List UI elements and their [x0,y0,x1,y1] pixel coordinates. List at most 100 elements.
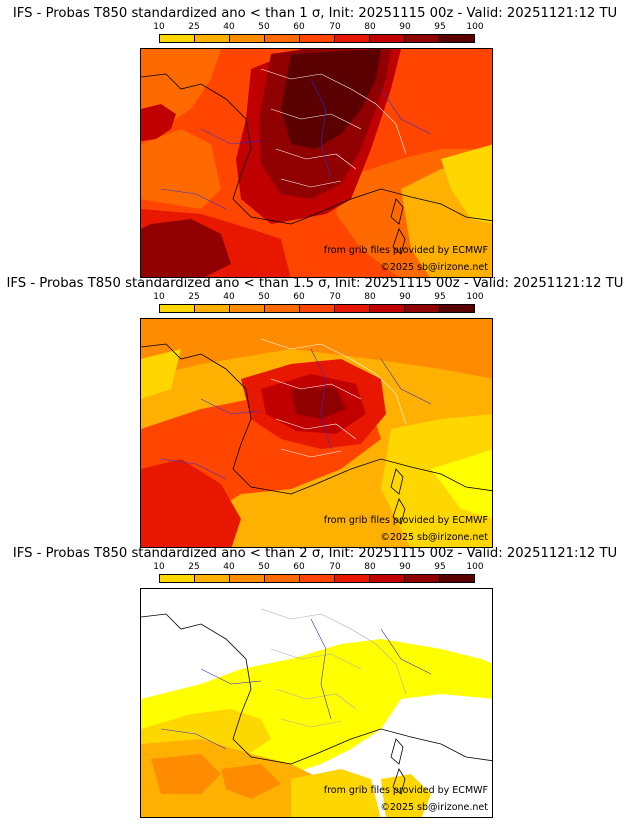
legend-tick: 95 [434,562,446,572]
legend-tick: 10 [153,292,165,302]
legend-tick: 25 [188,22,200,32]
legend-swatch [405,575,440,582]
legend-swatch [160,305,195,312]
coastline [141,613,492,765]
legend-tick: 60 [293,22,305,32]
legend-tick: 50 [258,22,270,32]
data-source-credit: from grib files provided by ECMWF [323,245,488,256]
legend-tick: 25 [188,562,200,572]
data-source-credit: from grib files provided by ECMWF [323,785,488,796]
river [160,78,432,210]
coastline [141,343,492,495]
map-graphic [141,319,492,547]
probability-area [141,459,241,547]
probability-area [221,764,281,799]
legend-swatch [160,575,195,582]
probability-area [141,319,492,379]
panel-title: IFS - Probas T850 standardized ano < tha… [12,546,618,561]
legend-swatch [335,35,370,42]
coastline [141,73,492,225]
legend-swatch [405,305,440,312]
copyright-credit: ©2025 sb@irizone.net [380,802,488,813]
legend-tick: 95 [434,22,446,32]
legend-tick: 100 [466,562,484,572]
legend-tick: 70 [329,22,341,32]
river [160,348,432,480]
legend-tick: 80 [364,562,376,572]
corsica-sardinia-outline [390,468,406,525]
legend-tick: 10 [153,562,165,572]
probability-area [431,449,492,519]
corsica-sardinia-outline [390,198,406,255]
legend-tick: 80 [364,292,376,302]
legend-tick: 90 [399,292,411,302]
legend-tick-labels: 10 25 40 50 60 70 80 90 95 100 [153,292,483,302]
legend-swatch [370,575,405,582]
map-panel-1: IFS - Probas T850 standardized ano < tha… [0,6,630,278]
panel-title: IFS - Probas T850 standardized ano < tha… [6,276,624,291]
legend-tick-labels: 10 25 40 50 60 70 80 90 95 100 [153,562,483,572]
legend-swatch [230,305,265,312]
color-legend-bar [159,304,475,313]
legend-tick-labels: 10 25 40 50 60 70 80 90 95 100 [153,22,483,32]
probability-map: from grib files provided by ECMWF ©2025 … [140,588,493,818]
probability-area [141,104,176,141]
legend-swatch [195,305,230,312]
probability-area [141,219,231,277]
legend-swatch [195,575,230,582]
legend-swatch [440,35,474,42]
legend-tick: 40 [223,22,235,32]
legend-tick: 95 [434,292,446,302]
legend-swatch [265,305,300,312]
legend-swatch [370,305,405,312]
copyright-credit: ©2025 sb@irizone.net [380,262,488,273]
country-border [260,608,407,728]
probability-area [381,414,492,547]
legend-swatch [265,575,300,582]
probability-area [151,754,221,794]
legend-swatch [440,305,474,312]
legend-swatch [300,35,335,42]
legend-tick: 25 [188,292,200,302]
river [160,618,432,750]
legend-tick: 100 [466,22,484,32]
legend-tick: 10 [153,22,165,32]
corsica-sardinia-outline [390,738,406,795]
probability-area [141,349,181,399]
legend-tick: 70 [329,562,341,572]
probability-map: from grib files provided by ECMWF ©2025 … [140,48,493,278]
probability-area [281,49,381,149]
legend-swatch [160,35,195,42]
legend-tick: 90 [399,562,411,572]
legend-swatch [265,35,300,42]
legend-swatch [405,35,440,42]
legend-tick: 60 [293,562,305,572]
legend-swatch [230,35,265,42]
legend-swatch [300,575,335,582]
legend-swatch [300,305,335,312]
legend-swatch [195,35,230,42]
legend-swatch [335,575,370,582]
legend-swatch [230,575,265,582]
legend-tick: 50 [258,562,270,572]
color-legend-bar [159,574,475,583]
color-legend-bar [159,34,475,43]
legend-tick: 90 [399,22,411,32]
map-panel-2: IFS - Probas T850 standardized ano < tha… [0,276,630,548]
legend-tick: 80 [364,22,376,32]
legend-tick: 40 [223,292,235,302]
country-border [260,68,407,188]
map-graphic [141,589,492,817]
probability-area [441,144,492,224]
legend-swatch [370,35,405,42]
probability-map: from grib files provided by ECMWF ©2025 … [140,318,493,548]
probability-area [291,387,346,419]
country-border [260,338,407,458]
legend-tick: 70 [329,292,341,302]
legend-tick: 50 [258,292,270,302]
copyright-credit: ©2025 sb@irizone.net [380,532,488,543]
legend-tick: 60 [293,292,305,302]
map-panel-3: IFS - Probas T850 standardized ano < tha… [0,546,630,818]
legend-swatch [335,305,370,312]
probability-area [291,769,381,817]
